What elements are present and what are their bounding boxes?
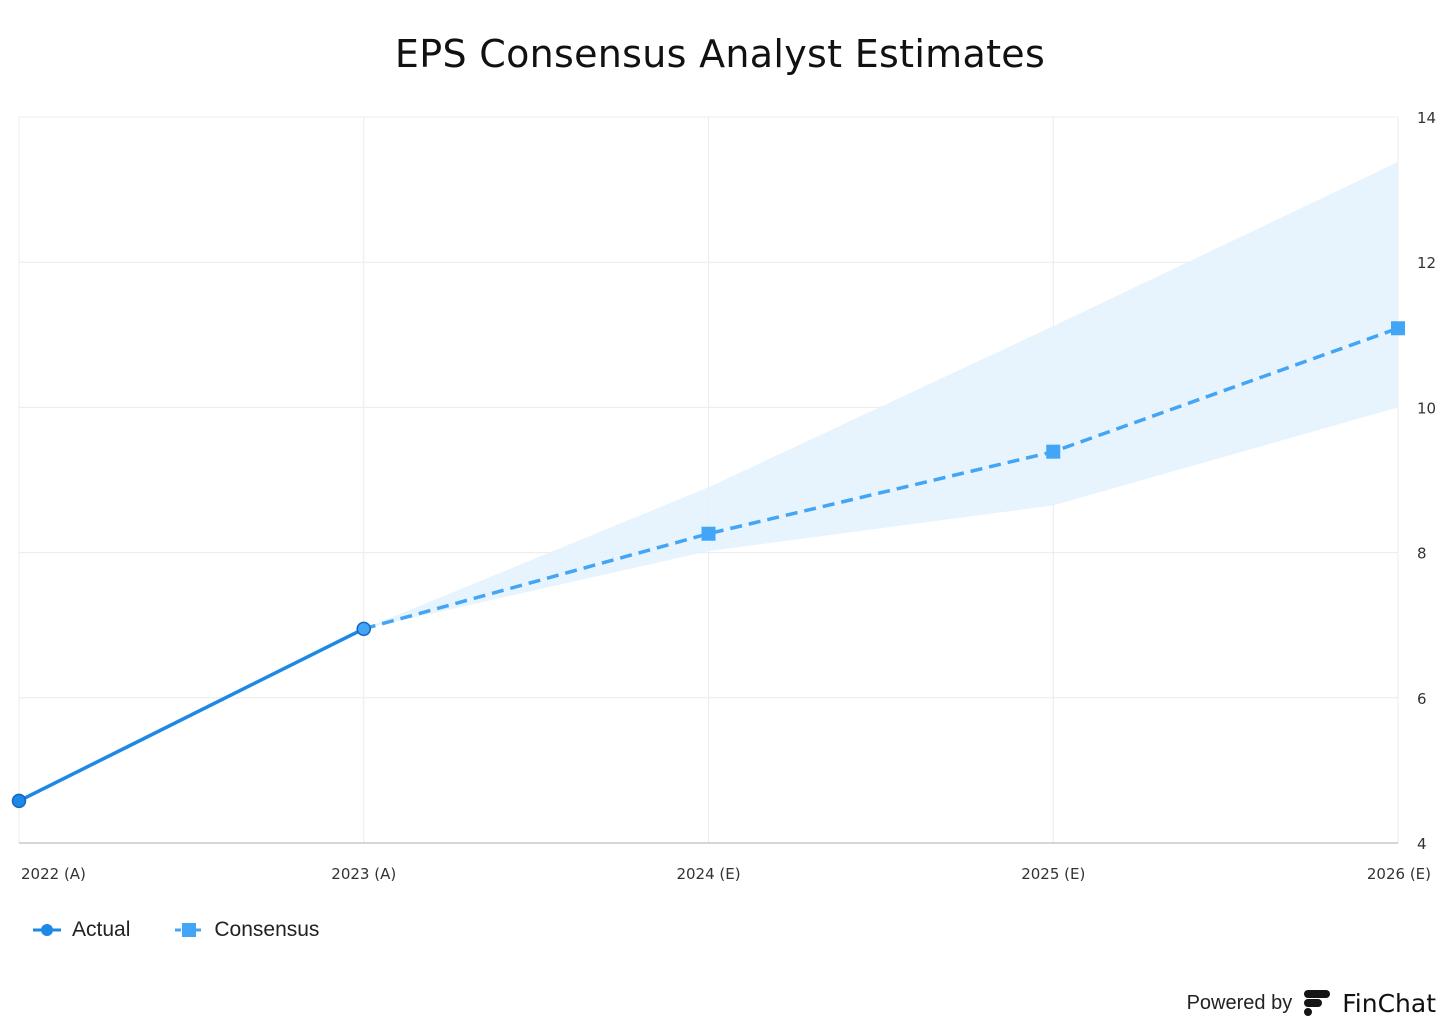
consensus-series-line (363, 326, 1399, 631)
tick-labels: 4 6 8 10 12 14 2022 (A) 2023 (A) 2024 (E) 2025 (E… (21, 109, 1436, 883)
series-layer (11, 321, 1405, 809)
x-tick-label: 2025 (E) (1021, 865, 1085, 883)
legend-label-actual: Actual (72, 918, 131, 941)
grid-lines (18, 116, 1399, 843)
consensus-data-point[interactable] (1391, 321, 1405, 336)
y-tick-label: 6 (1417, 690, 1427, 708)
legend-item-consensus[interactable]: Consensus (174, 918, 319, 942)
consensus-data-point[interactable] (1046, 444, 1061, 459)
finchat-logo-icon (1304, 990, 1331, 1016)
chart-title: EPS Consensus Analyst Estimates (394, 32, 1046, 76)
legend-label-consensus: Consensus (214, 918, 320, 941)
x-tick-label: 2024 (E) (676, 865, 740, 883)
consensus-data-point[interactable] (701, 526, 716, 541)
legend-item-actual[interactable]: Actual (32, 918, 130, 942)
actual-series-line (18, 627, 365, 803)
finchat-brand-name: FinChat (1342, 988, 1436, 1018)
powered-by-footer[interactable]: Powered by FinChat (1187, 988, 1436, 1018)
chart-legend: Actual Consensus (32, 918, 319, 942)
actual-data-point[interactable] (356, 621, 371, 637)
y-tick-label: 10 (1417, 399, 1436, 417)
powered-by-label: Powered by (1186, 991, 1293, 1014)
y-tick-label: 12 (1417, 254, 1436, 272)
y-tick-label: 14 (1417, 109, 1436, 127)
circle-marker-icon (33, 924, 61, 936)
estimate-range-band-layer (363, 162, 1398, 629)
estimate-range-band (363, 162, 1398, 629)
x-tick-label: 2023 (A) (331, 865, 396, 883)
square-marker-icon (175, 923, 204, 937)
x-tick-label: 2026 (E) (1367, 865, 1431, 883)
x-tick-label: 2022 (A) (21, 865, 86, 883)
actual-data-point[interactable] (11, 793, 27, 809)
y-tick-label: 8 (1417, 545, 1427, 563)
y-tick-label: 4 (1417, 835, 1427, 853)
eps-line-chart: 4 6 8 10 12 14 2022 (A) 2023 (A) 2024 (E) 2025 (E… (11, 109, 1436, 883)
